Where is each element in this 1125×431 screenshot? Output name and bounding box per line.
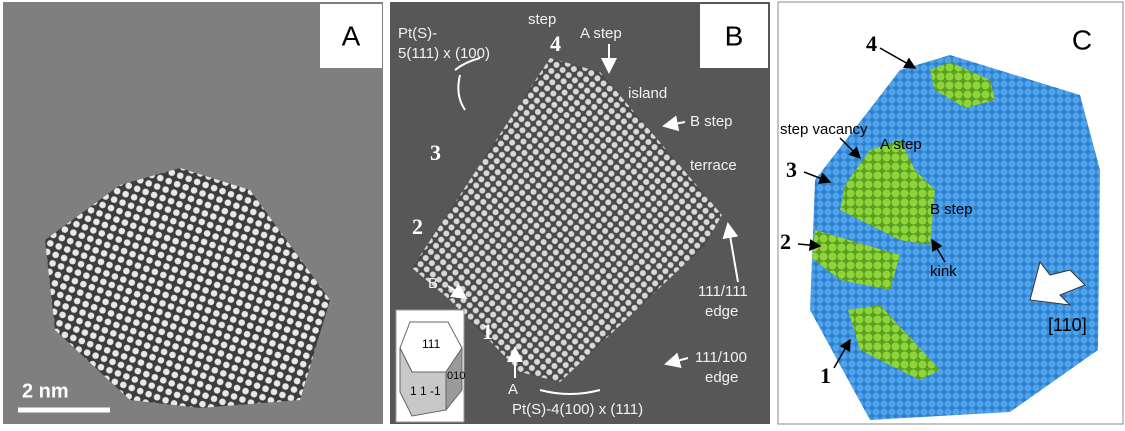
panel-a: A 2 nm — [3, 2, 383, 424]
annotation: Pt(S)- — [398, 25, 437, 42]
page: A 2 nm B step A step Pt(S)- 5(111) x (10… — [0, 0, 1125, 426]
annotation: step vacancy — [780, 121, 868, 138]
inset-label: 1 1 -1 — [410, 384, 441, 398]
annotation: 2 — [780, 229, 791, 254]
annotation: edge — [705, 303, 738, 320]
inset-label: 010 — [447, 370, 465, 382]
panel-c: C 4 step vacancy A step 3 B step 2 kink … — [778, 2, 1123, 424]
annotation: B — [428, 275, 438, 292]
inset-label: 111 — [422, 337, 441, 351]
annotation: step — [528, 11, 556, 28]
annotation: 1 — [820, 363, 831, 388]
annotation: Pt(S)-4(100) x (111) — [512, 401, 643, 418]
scale-label: 2 nm — [22, 380, 69, 402]
inset: 111 010 1 1 -1 — [396, 310, 465, 422]
annotation: 4 — [866, 31, 877, 56]
annotation: A step — [580, 25, 622, 42]
panel-label: B — [725, 20, 744, 51]
panel-label: C — [1072, 24, 1092, 55]
annotation: 2 — [412, 214, 423, 239]
annotation: 111/111 — [698, 283, 748, 300]
annotation: 1 — [482, 319, 493, 344]
annotation: 3 — [430, 140, 441, 165]
annotation: 111/100 — [695, 349, 747, 366]
annotation: island — [628, 85, 667, 102]
annotation: A — [508, 381, 518, 398]
annotation: B step — [930, 201, 973, 218]
panel-b: B step A step Pt(S)- 5(111) x (100) 4 is… — [390, 2, 770, 424]
annotation: edge — [705, 369, 738, 386]
figure: A 2 nm B step A step Pt(S)- 5(111) x (10… — [0, 0, 1125, 426]
annotation: kink — [930, 263, 957, 280]
annotation: [110] — [1048, 315, 1087, 335]
annotation: terrace — [690, 157, 737, 174]
annotation: 4 — [550, 31, 561, 56]
annotation: B step — [690, 113, 733, 130]
annotation: 3 — [786, 157, 797, 182]
annotation: A step — [880, 136, 922, 153]
panel-label: A — [342, 20, 361, 51]
